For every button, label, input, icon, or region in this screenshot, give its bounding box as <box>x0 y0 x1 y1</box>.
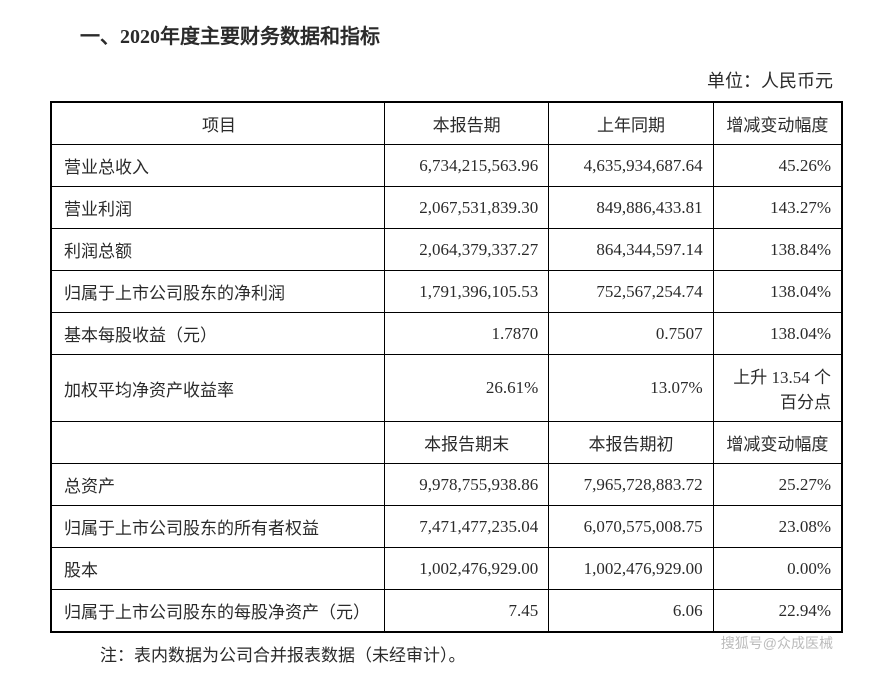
cell-item: 总资产 <box>51 464 384 506</box>
cell-prev: 13.07% <box>549 355 713 422</box>
table-row: 归属于上市公司股东的所有者权益7,471,477,235.046,070,575… <box>51 506 842 548</box>
cell-item: 归属于上市公司股东的净利润 <box>51 271 384 313</box>
header-current: 本报告期 <box>384 102 548 145</box>
table-row: 营业利润2,067,531,839.30849,886,433.81143.27… <box>51 187 842 229</box>
cell-current: 26.61% <box>384 355 548 422</box>
section-heading: 一、2020年度主要财务数据和指标 <box>80 20 843 49</box>
table-row: 归属于上市公司股东的净利润1,791,396,105.53752,567,254… <box>51 271 842 313</box>
cell-change: 143.27% <box>713 187 842 229</box>
cell-prev: 849,886,433.81 <box>549 187 713 229</box>
header-row: 项目 本报告期 上年同期 增减变动幅度 <box>51 102 842 145</box>
cell-item: 加权平均净资产收益率 <box>51 355 384 422</box>
table-row: 营业总收入6,734,215,563.964,635,934,687.6445.… <box>51 145 842 187</box>
cell-current: 2,064,379,337.27 <box>384 229 548 271</box>
cell-current: 1,002,476,929.00 <box>384 548 548 590</box>
unit-label: 单位：人民币元 <box>50 67 833 93</box>
subheader-current: 本报告期末 <box>384 422 548 464</box>
cell-prev: 6,070,575,008.75 <box>549 506 713 548</box>
subheader-row: 本报告期末 本报告期初 增减变动幅度 <box>51 422 842 464</box>
table-row: 加权平均净资产收益率26.61%13.07%上升 13.54 个百分点 <box>51 355 842 422</box>
cell-prev: 7,965,728,883.72 <box>549 464 713 506</box>
watermark: 搜狐号@众成医械 <box>721 633 833 653</box>
cell-change: 138.04% <box>713 271 842 313</box>
cell-item: 股本 <box>51 548 384 590</box>
table-row: 总资产9,978,755,938.867,965,728,883.7225.27… <box>51 464 842 506</box>
cell-prev: 4,635,934,687.64 <box>549 145 713 187</box>
header-prev: 上年同期 <box>549 102 713 145</box>
cell-change: 138.04% <box>713 313 842 355</box>
table-row: 股本1,002,476,929.001,002,476,929.000.00% <box>51 548 842 590</box>
cell-item: 归属于上市公司股东的所有者权益 <box>51 506 384 548</box>
header-item: 项目 <box>51 102 384 145</box>
table-row: 归属于上市公司股东的每股净资产（元）7.456.0622.94% <box>51 590 842 633</box>
table-row: 利润总额2,064,379,337.27864,344,597.14138.84… <box>51 229 842 271</box>
cell-change: 25.27% <box>713 464 842 506</box>
cell-change: 138.84% <box>713 229 842 271</box>
cell-current: 2,067,531,839.30 <box>384 187 548 229</box>
cell-prev: 752,567,254.74 <box>549 271 713 313</box>
subheader-prev: 本报告期初 <box>549 422 713 464</box>
cell-change: 45.26% <box>713 145 842 187</box>
cell-prev: 864,344,597.14 <box>549 229 713 271</box>
cell-item: 基本每股收益（元） <box>51 313 384 355</box>
cell-change: 23.08% <box>713 506 842 548</box>
cell-item: 营业利润 <box>51 187 384 229</box>
cell-change: 22.94% <box>713 590 842 633</box>
header-change: 增减变动幅度 <box>713 102 842 145</box>
cell-prev: 6.06 <box>549 590 713 633</box>
cell-current: 1,791,396,105.53 <box>384 271 548 313</box>
subheader-change: 增减变动幅度 <box>713 422 842 464</box>
cell-item: 营业总收入 <box>51 145 384 187</box>
subheader-item <box>51 422 384 464</box>
cell-change: 0.00% <box>713 548 842 590</box>
cell-change: 上升 13.54 个百分点 <box>713 355 842 422</box>
cell-current: 9,978,755,938.86 <box>384 464 548 506</box>
cell-prev: 0.7507 <box>549 313 713 355</box>
cell-item: 利润总额 <box>51 229 384 271</box>
cell-prev: 1,002,476,929.00 <box>549 548 713 590</box>
financial-table: 项目 本报告期 上年同期 增减变动幅度 营业总收入6,734,215,563.9… <box>50 101 843 633</box>
cell-current: 6,734,215,563.96 <box>384 145 548 187</box>
cell-item: 归属于上市公司股东的每股净资产（元） <box>51 590 384 633</box>
cell-current: 7.45 <box>384 590 548 633</box>
cell-current: 7,471,477,235.04 <box>384 506 548 548</box>
cell-current: 1.7870 <box>384 313 548 355</box>
table-row: 基本每股收益（元）1.78700.7507138.04% <box>51 313 842 355</box>
